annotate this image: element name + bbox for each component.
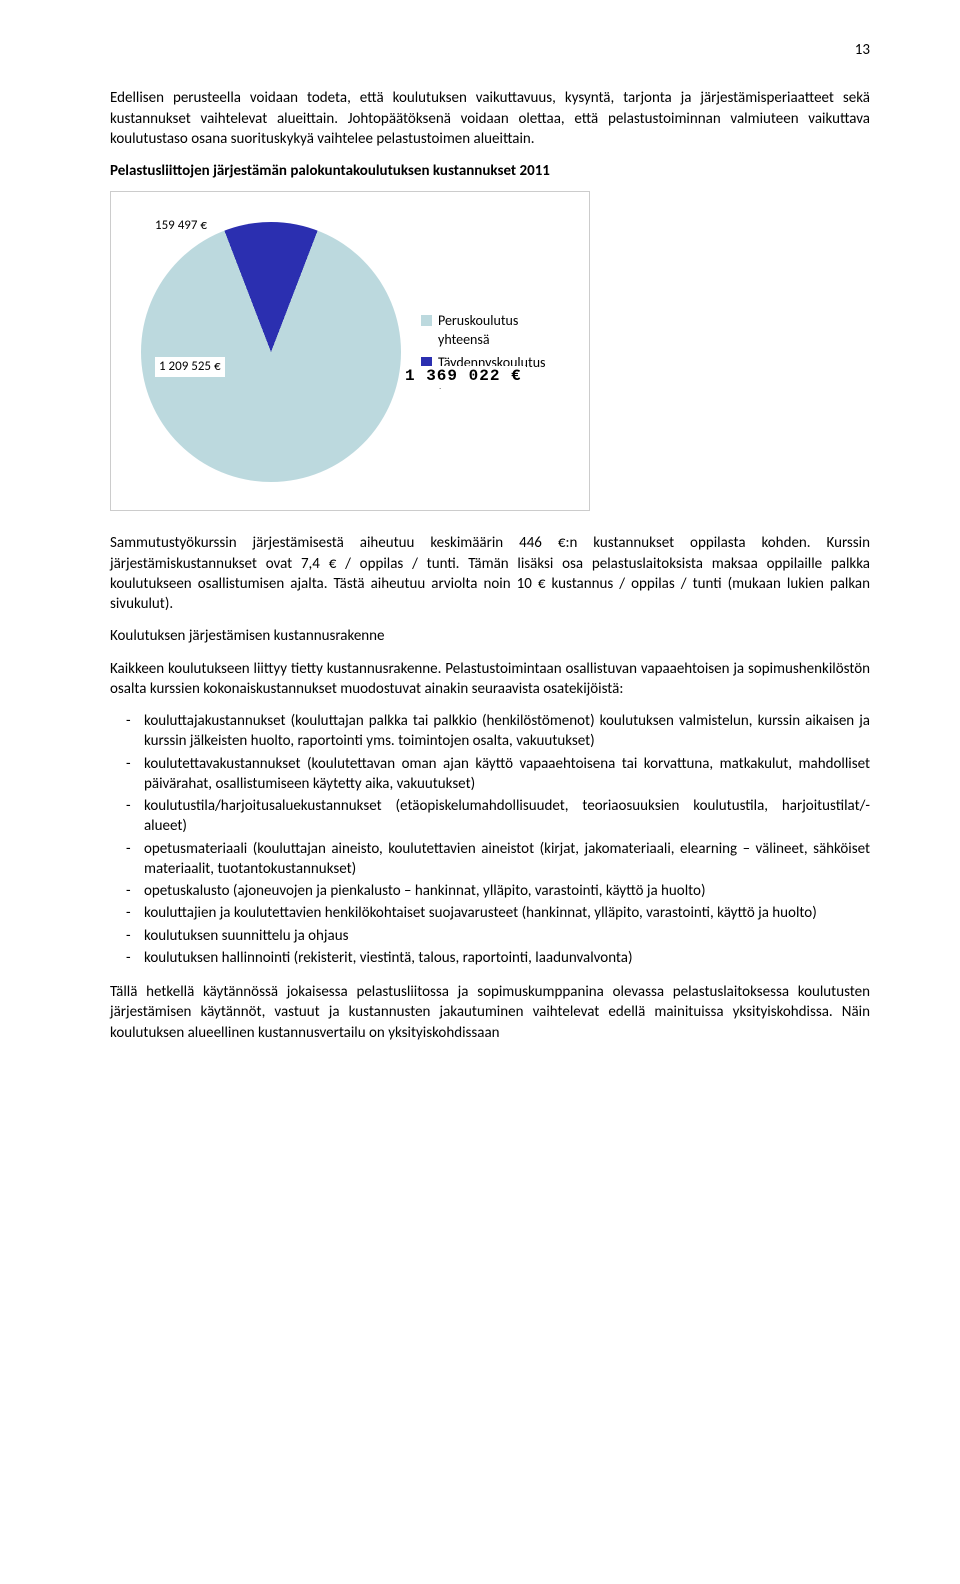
legend-label: Peruskoulutus — [438, 312, 518, 331]
section-subhead: Koulutuksen järjestämisen kustannusraken… — [110, 626, 870, 646]
pie-chart: 159 497 € 1 209 525 € Peruskoulutus yhte… — [110, 191, 590, 511]
list-item: koulutuksen suunnittelu ja ohjaus — [110, 926, 870, 946]
list-item: opetusmateriaali (kouluttajan aineisto, … — [110, 839, 870, 880]
page-number: 13 — [110, 40, 870, 60]
legend-item: Peruskoulutus yhteensä — [421, 312, 546, 350]
list-item: opetuskalusto (ajoneuvojen ja pienkalust… — [110, 881, 870, 901]
legend-swatch-light — [421, 315, 432, 326]
intro-para: Edellisen perusteella voidaan todeta, et… — [110, 88, 870, 149]
list-item: koulutuksen hallinnointi (rekisterit, vi… — [110, 948, 870, 968]
pie-slice-primary — [141, 222, 401, 482]
legend-sublabel: yhteensä — [438, 331, 518, 350]
list-item: kouluttajien ja koulutettavien henkilöko… — [110, 903, 870, 923]
pie-label-large: 1 209 525 € — [155, 357, 225, 377]
pie-label-small: 159 497 € — [151, 216, 211, 236]
chart-title: Pelastusliittojen järjestämän palokuntak… — [110, 161, 870, 181]
list-item: koulutettavakustannukset (koulutettavan … — [110, 754, 870, 795]
list-item: koulutustila/harjoitusaluekustannukset (… — [110, 796, 870, 837]
pie-body — [141, 222, 401, 482]
body-para: Kaikkeen koulutukseen liittyy tietty kus… — [110, 659, 870, 700]
pie-total-label: 1 369 022 € — [401, 366, 526, 388]
body-para: Sammutustyökurssin järjestämisestä aiheu… — [110, 533, 870, 614]
closing-para: Tällä hetkellä käytännössä jokaisessa pe… — [110, 982, 870, 1043]
list-item: kouluttajakustannukset (kouluttajan palk… — [110, 711, 870, 752]
cost-list: kouluttajakustannukset (kouluttajan palk… — [110, 711, 870, 968]
